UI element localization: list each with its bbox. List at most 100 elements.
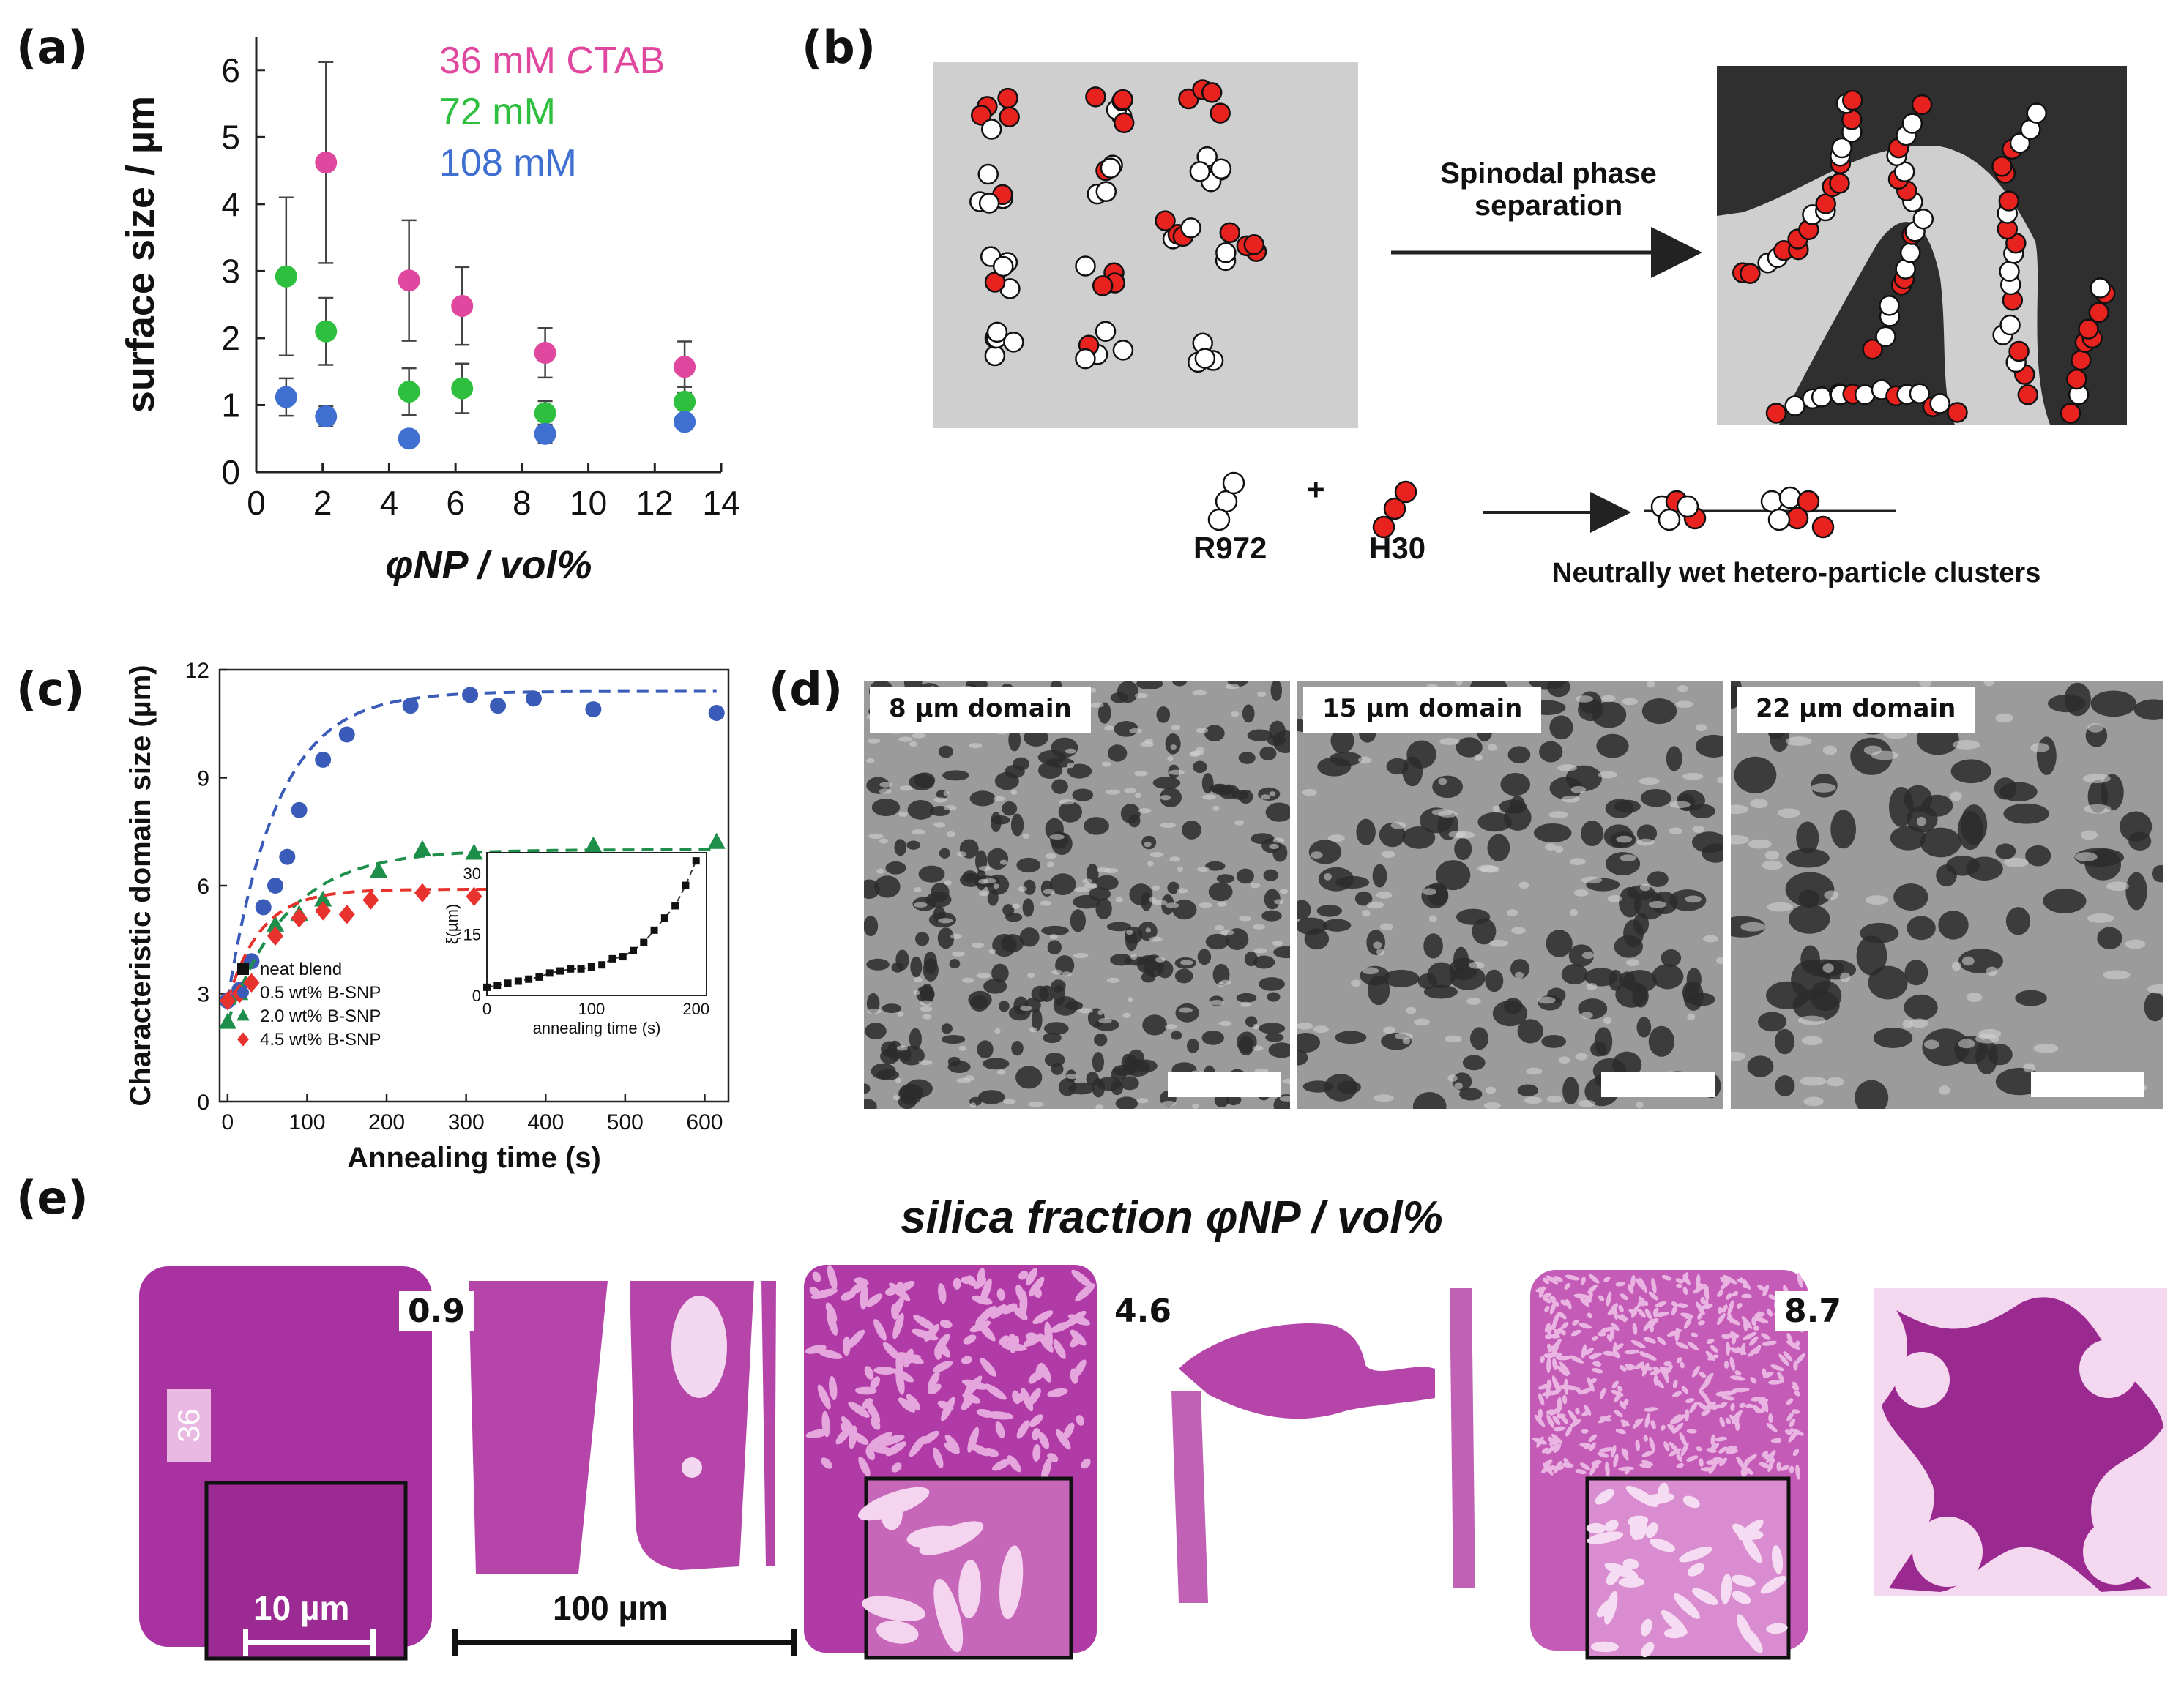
ridge [1373,941,1382,949]
domain [928,1371,940,1391]
panel-label-b: (b) [802,20,876,74]
domain [1652,1367,1660,1372]
pore [1247,729,1272,741]
tick-label: 0 [222,1110,234,1135]
pore [1469,1027,1489,1050]
ridge [970,1102,977,1108]
data-point [708,705,725,721]
particle [1658,508,1681,531]
tick-label: 6 [446,484,465,522]
pore [1268,1042,1290,1058]
sem-label: 8 µm domain [870,687,1091,733]
pore [1165,733,1181,755]
domain [1684,1409,1690,1421]
pore [1561,964,1588,985]
domain [972,1295,993,1305]
ridge [958,1045,966,1051]
pore [991,963,1009,983]
pore [1261,910,1282,922]
domain [1553,1443,1562,1453]
data-point [707,832,726,849]
pore [1689,804,1715,818]
domain [1691,1332,1698,1338]
domain [1732,1591,1751,1604]
particle-r972 [1207,508,1231,531]
domain [1615,1429,1626,1435]
domain [1587,1312,1592,1319]
ridge [1105,789,1120,795]
tick-label: 0 [472,987,481,1005]
ridge [1126,930,1133,935]
ridge [969,743,983,749]
pore [907,799,934,820]
pore [1259,977,1285,991]
particle [1155,210,1176,231]
domain [1538,1393,1545,1406]
pore [1297,1033,1321,1053]
particle [1180,217,1201,239]
particle [970,105,992,126]
ridge [1214,924,1225,931]
domain [1620,1293,1628,1301]
ridge [1165,902,1179,908]
domain [1038,1432,1050,1449]
ridge [896,1045,908,1051]
domain [933,1578,964,1653]
pore [2090,690,2136,717]
pore [1546,930,1573,957]
pore [1117,681,1139,703]
data-point [483,983,491,991]
domain [1698,1388,1710,1402]
ridge [2102,970,2131,980]
ridge [1279,889,1289,894]
tick-label: 15 [463,925,481,943]
domain [1028,1388,1041,1405]
ridge [1414,1018,1430,1026]
pore [1171,1031,1182,1040]
domain [1549,1406,1563,1416]
pore [1316,905,1343,917]
ridge [1252,924,1266,930]
domain [1551,1323,1557,1330]
domain [827,1265,838,1290]
domain [1671,1304,1678,1316]
domain [1035,1364,1044,1380]
domain [912,1328,939,1341]
pore [909,1028,922,1050]
data-point [682,881,690,889]
domain [906,1394,921,1411]
ridge [1195,747,1205,753]
pore [1873,1027,1913,1049]
pore [876,1069,900,1081]
domain [1643,1318,1654,1331]
tick-label: 4 [221,185,240,223]
ridge [1373,1094,1394,1102]
ridge [1177,866,1183,872]
domain [1615,1282,1625,1287]
ridge [1260,794,1271,800]
domain [1682,1287,1688,1296]
pore [969,790,996,807]
ridge [1217,901,1227,907]
domain [1564,1282,1570,1290]
ridge [2084,804,2112,814]
pore [2097,927,2122,950]
pore [1904,960,1928,986]
ridge [1731,804,1749,815]
domain [1568,1410,1579,1424]
ridge [1826,1077,1844,1087]
data-point [338,726,355,743]
pore [1123,956,1151,966]
data-point [671,902,679,910]
pore [1412,1092,1447,1109]
tick-label: 200 [368,1110,405,1135]
x-axis-label: φNP / vol% [385,543,592,587]
domain [1076,1415,1085,1426]
pore [1354,891,1373,906]
ridge [1677,684,1688,692]
particle [1676,495,1699,518]
domain [1706,1448,1717,1453]
domain [1696,1446,1703,1452]
